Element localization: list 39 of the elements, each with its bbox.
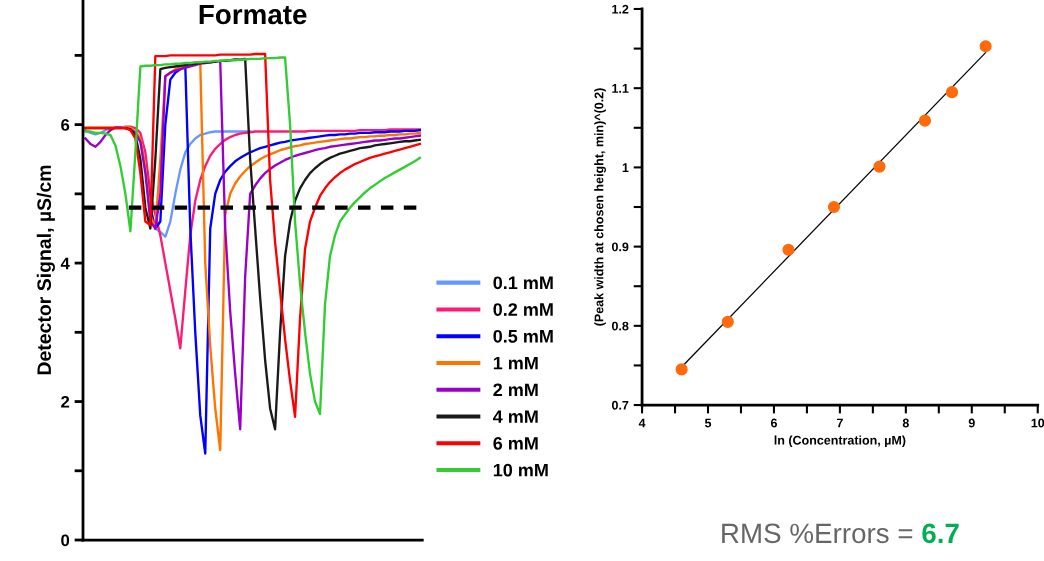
y-tick-label: 1 bbox=[622, 163, 629, 172]
legend-label: 2 mM bbox=[493, 383, 538, 397]
y-tick-label: 0.7 bbox=[611, 400, 629, 410]
point bbox=[675, 363, 688, 376]
legend-label: 6 mM bbox=[493, 436, 538, 450]
legend-label: 4 mM bbox=[492, 410, 538, 423]
x-tick-label: 7 bbox=[836, 418, 843, 428]
y-tick-label: 1.1 bbox=[612, 84, 629, 93]
legend-label: 0.1 mM bbox=[493, 276, 553, 290]
line-series bbox=[144, 64, 421, 455]
x-tick-label: 5 bbox=[704, 418, 712, 428]
legend-label: 10 mM bbox=[493, 463, 548, 477]
y-tick-label: 0.8 bbox=[611, 321, 629, 331]
chart-title: Formate bbox=[199, 4, 307, 25]
point bbox=[827, 200, 841, 214]
point bbox=[721, 315, 734, 328]
x-tick-label: 10 bbox=[1031, 418, 1044, 428]
point bbox=[918, 114, 932, 127]
point bbox=[945, 86, 959, 99]
y-tick-label: 1.2 bbox=[612, 4, 629, 14]
y-tick-label: 6 bbox=[61, 119, 70, 131]
x-axis-title: ln (Concentration, µM) bbox=[774, 435, 906, 448]
x-tick-label: 8 bbox=[902, 418, 909, 428]
x-tick-label: 9 bbox=[968, 418, 975, 428]
y-tick-label: 4 bbox=[60, 257, 70, 270]
point bbox=[873, 160, 886, 173]
x-tick-label: 6 bbox=[770, 418, 777, 428]
y-axis-title: Detector Signal, µS/cm bbox=[36, 165, 55, 375]
legend-label: 1 mM bbox=[493, 356, 538, 370]
point bbox=[979, 40, 992, 53]
point bbox=[782, 243, 795, 256]
y-tick-label: 0 bbox=[61, 534, 70, 547]
y-tick-label: 0.9 bbox=[611, 242, 629, 252]
y-tick-label: 2 bbox=[61, 395, 70, 408]
legend-label: 0.2 mM bbox=[493, 303, 553, 316]
y-axis-title: (Peak width at chosen height, min)^(0.2) bbox=[594, 88, 606, 326]
legend-label: 0.5 mM bbox=[493, 329, 553, 343]
text: RMS %Errors = 6.7 bbox=[722, 523, 959, 544]
x-tick-label: 4 bbox=[638, 418, 646, 428]
